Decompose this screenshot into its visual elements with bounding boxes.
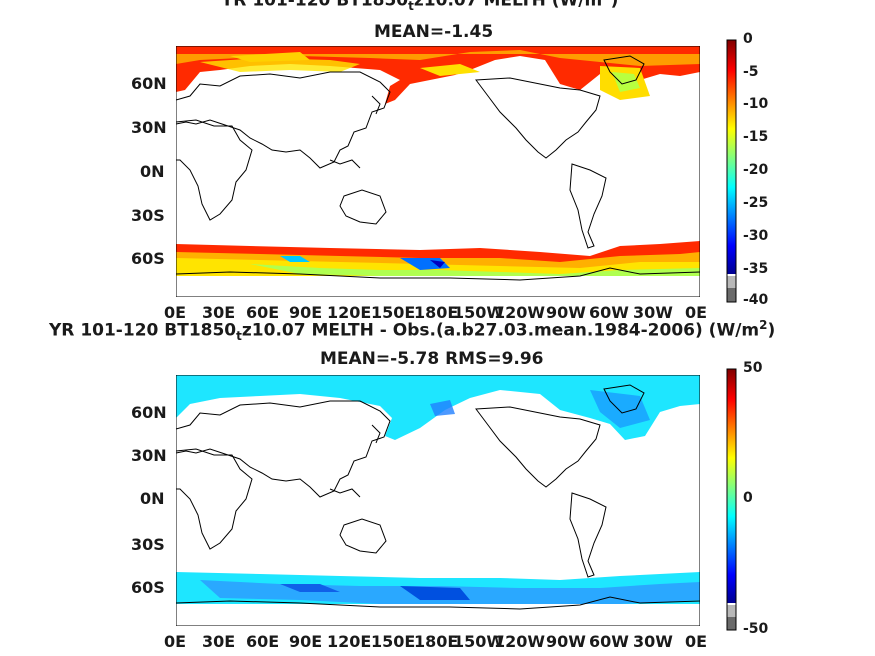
p1-cbtick: -40: [743, 292, 769, 308]
panel1-map: [176, 46, 700, 297]
p1-xtick: 0E: [685, 303, 708, 322]
p2-xtick: 150W: [453, 632, 505, 651]
p1-cbtick: -35: [743, 261, 769, 277]
panel2-title: YR 101-120 BT1850tz10.07 MELTH - Obs.(a.…: [49, 318, 776, 344]
p2-xtick: 90E: [289, 632, 323, 651]
panel2-map: [176, 375, 700, 626]
p2-xtick: 30W: [633, 632, 673, 651]
p1-cbtick: -30: [743, 228, 769, 244]
p2-ytick-60s: 60S: [131, 578, 165, 597]
p2-xtick: 0E: [164, 632, 187, 651]
p1-xtick: 60E: [246, 303, 280, 322]
p1-cbtick: -25: [743, 195, 769, 211]
p2-ytick-30s: 30S: [131, 535, 165, 554]
p1-cbtick: 0: [743, 31, 753, 47]
p2-cbtick-min: -50: [743, 621, 769, 637]
p1-ytick-60n: 60N: [131, 74, 167, 93]
p2-ytick-30n: 30N: [131, 446, 167, 465]
p1-xtick: 150W: [453, 303, 505, 322]
p2-xtick: 120E: [327, 632, 372, 651]
p2-ytick-0n: 0N: [140, 489, 165, 508]
p1-ytick-0n: 0N: [140, 162, 165, 181]
p1-xtick: 30E: [202, 303, 236, 322]
p2-xtick: 180E: [414, 632, 459, 651]
p2-xtick: 120W: [494, 632, 546, 651]
p2-cbtick-zero: 0: [743, 490, 753, 506]
p1-xtick: 0E: [164, 303, 187, 322]
p2-xtick: 0E: [685, 632, 708, 651]
p1-ytick-30n: 30N: [131, 118, 167, 137]
p1-cbtick: -10: [743, 96, 769, 112]
p1-xtick: 90W: [546, 303, 586, 322]
p1-xtick: 90E: [289, 303, 323, 322]
p1-cbtick: -15: [743, 129, 769, 145]
panel2-subtitle: MEAN=-5.78 RMS=9.96: [320, 349, 544, 369]
p2-xtick: 60W: [589, 632, 629, 651]
panel1-colorbar: [726, 39, 737, 303]
p1-xtick: 60W: [589, 303, 629, 322]
p1-xtick: 150E: [371, 303, 416, 322]
p2-cbtick-max: 50: [743, 360, 763, 376]
p2-xtick: 30E: [202, 632, 236, 651]
p2-xtick: 150E: [371, 632, 416, 651]
panel2-colorbar: [726, 368, 737, 631]
p1-ytick-60s: 60S: [131, 249, 165, 268]
p1-cbtick: -5: [743, 64, 759, 80]
p1-xtick: 120E: [327, 303, 372, 322]
p1-xtick: 120W: [494, 303, 546, 322]
p2-xtick: 90W: [546, 632, 586, 651]
p2-ytick-60n: 60N: [131, 403, 167, 422]
p1-cbtick: -20: [743, 162, 769, 178]
p1-ytick-30s: 30S: [131, 206, 165, 225]
panel1-subtitle: MEAN=-1.45: [374, 22, 494, 42]
p2-xtick: 60E: [246, 632, 280, 651]
p1-xtick: 30W: [633, 303, 673, 322]
p1-xtick: 180E: [414, 303, 459, 322]
panel1-title: YR 101-120 BT1850tz10.07 MELTH (W/m2): [221, 0, 619, 14]
